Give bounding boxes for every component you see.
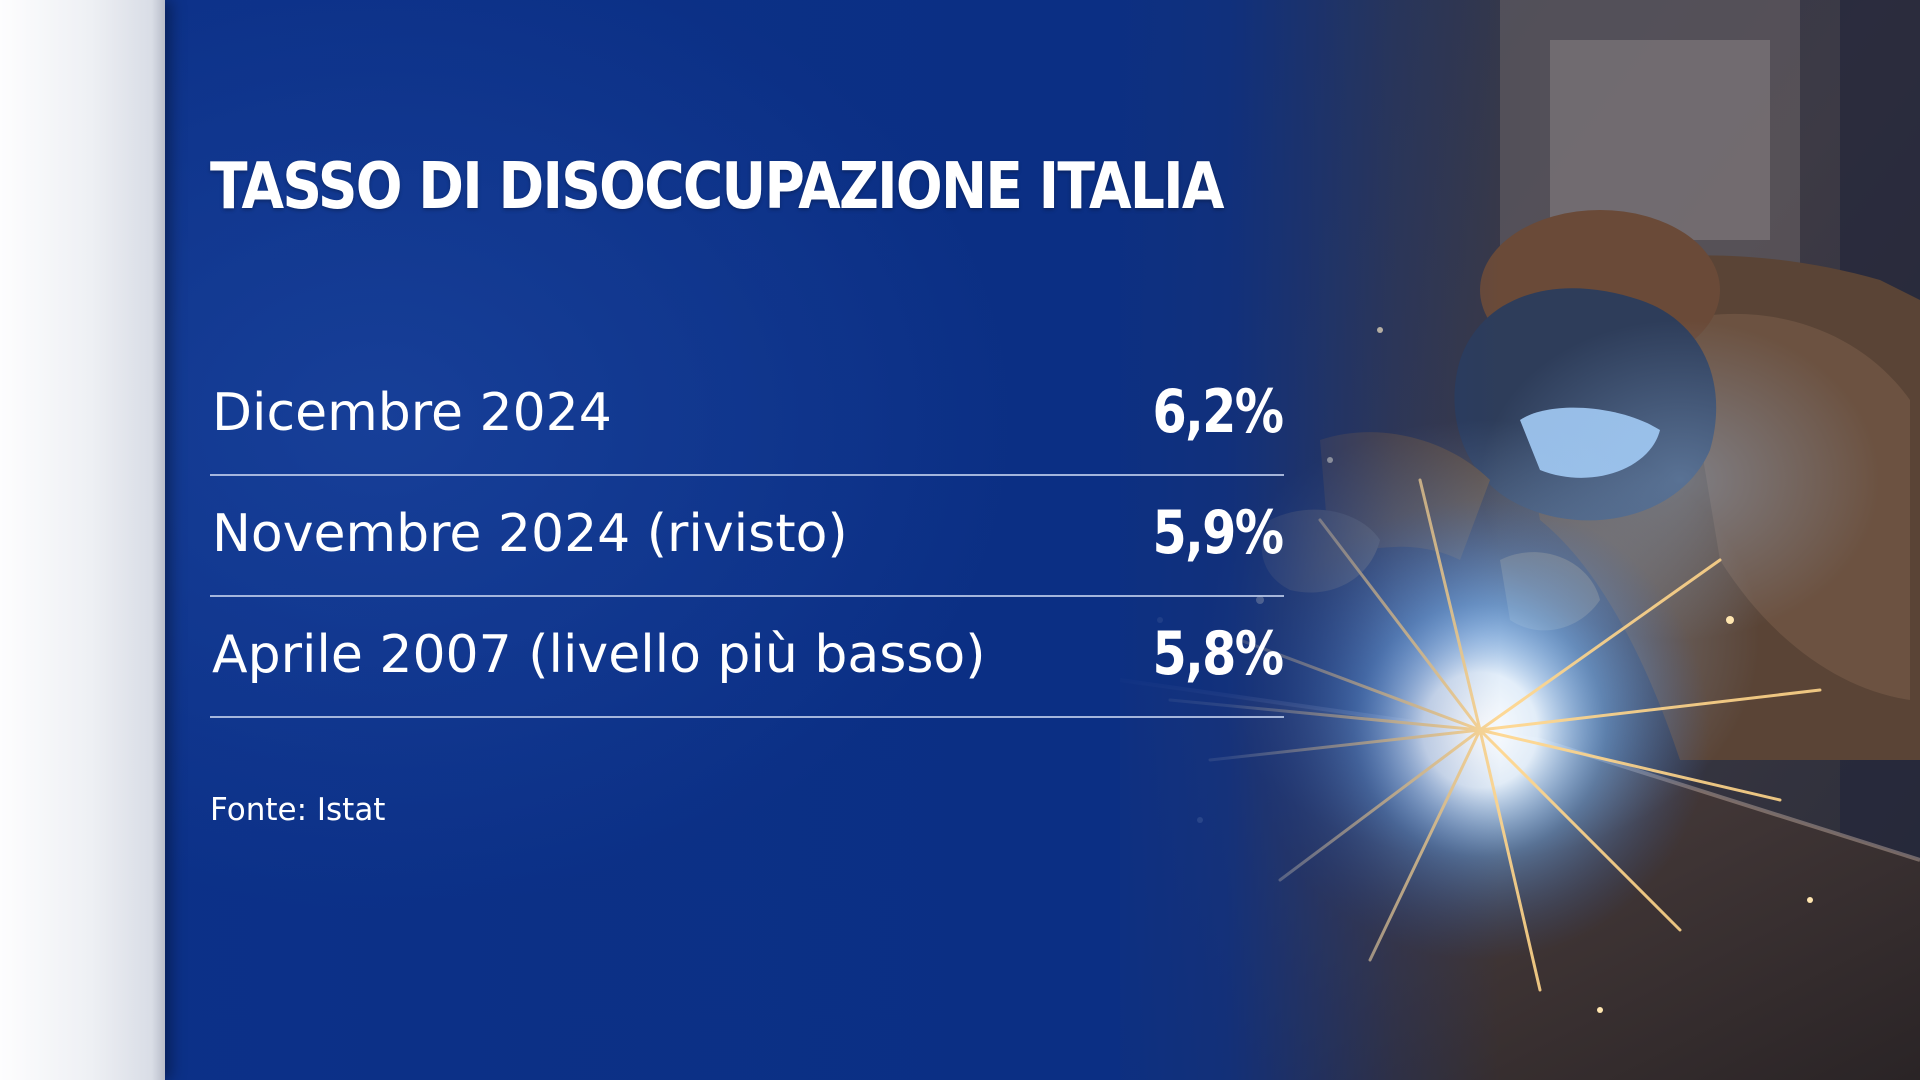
row-value: 5,9% bbox=[1152, 498, 1284, 568]
table-row: Dicembre 2024 6,2% bbox=[210, 355, 1284, 476]
graphic-title: TASSO DI DISOCCUPAZIONE ITALIA bbox=[210, 150, 1225, 224]
table-row: Novembre 2024 (rivisto) 5,9% bbox=[210, 476, 1284, 597]
row-value: 5,8% bbox=[1152, 619, 1284, 689]
table-row: Aprile 2007 (livello più basso) 5,8% bbox=[210, 597, 1284, 718]
left-sidebar-strip bbox=[0, 0, 165, 1080]
row-value: 6,2% bbox=[1152, 377, 1284, 447]
row-label: Aprile 2007 (livello più basso) bbox=[212, 625, 986, 685]
data-table: Dicembre 2024 6,2% Novembre 2024 (rivist… bbox=[210, 355, 1284, 718]
source-note: Fonte: Istat bbox=[210, 792, 386, 828]
row-label: Dicembre 2024 bbox=[212, 383, 612, 443]
row-label: Novembre 2024 (rivisto) bbox=[212, 504, 848, 564]
